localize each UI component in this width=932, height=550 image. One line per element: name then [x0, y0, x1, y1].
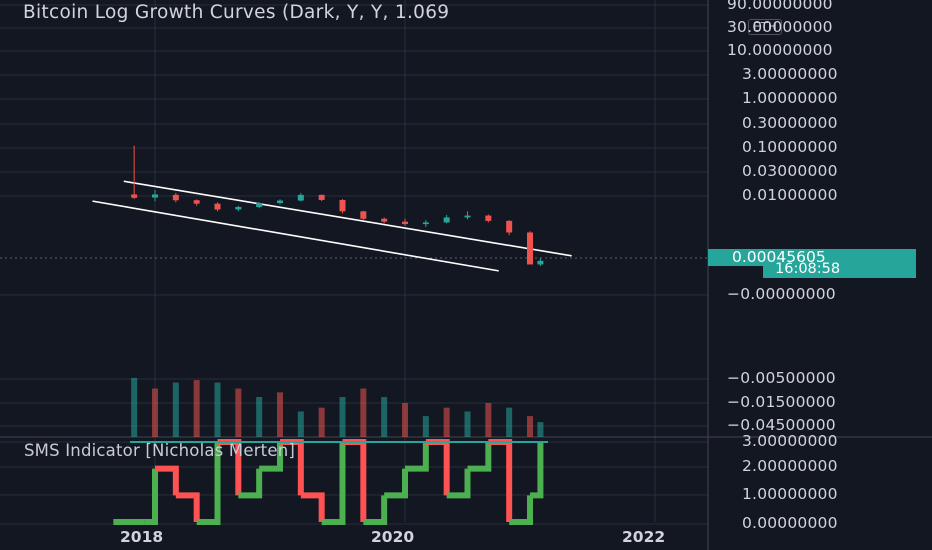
candle-body: [131, 194, 138, 198]
volume-bar: [131, 377, 138, 437]
candle-body: [193, 200, 200, 204]
volume-bar: [172, 382, 179, 437]
volume-bar: [339, 397, 346, 437]
candle-body: [422, 222, 429, 225]
volume-bar: [214, 382, 221, 437]
volume-bar: [402, 403, 408, 437]
volume-bar: [152, 388, 158, 437]
volume-bar: [256, 397, 263, 437]
volume-tick-value: 0.00500000: [740, 369, 836, 387]
sms-segment: [300, 492, 325, 522]
sms-tick-label: 2.00000000: [742, 457, 838, 475]
x-tick-label: 2018: [120, 528, 164, 546]
volume-bar: [235, 388, 242, 437]
sms-segment: [321, 442, 346, 525]
volume-bar: [193, 380, 200, 437]
y-tick-label: 30.00000000: [727, 18, 833, 36]
candle-body: [152, 194, 158, 198]
volume-tick-label: −0.04500000: [727, 416, 836, 434]
candle-body: [527, 232, 533, 265]
y-tick-label: 90.00000000: [727, 0, 833, 13]
volume-bar: [527, 416, 533, 437]
candle-body: [402, 221, 408, 225]
y-tick-label: 0.03000000: [742, 162, 838, 180]
y-tick-label: 0.01000000: [742, 186, 838, 204]
volume-bar: [422, 416, 429, 437]
sms-tick-label: 0.00000000: [742, 514, 838, 532]
sms-segment: [488, 439, 513, 522]
sms-segment: [467, 442, 492, 472]
volume-bar: [277, 392, 283, 437]
volume-tick-label: −0.01500000: [727, 393, 836, 411]
candle-body: [485, 215, 492, 221]
candle-body: [360, 211, 367, 219]
volume-bar: [485, 403, 492, 437]
y-tick-label: −0.00000000: [727, 285, 836, 303]
candle-body: [381, 218, 388, 222]
countdown-label: 16:08:58: [775, 261, 841, 277]
sms-segment: [425, 439, 450, 496]
sms-segment: [530, 442, 544, 499]
candle-body: [256, 203, 263, 207]
candle-body: [214, 203, 221, 210]
sms-segment: [175, 492, 200, 522]
volume-bar: [360, 388, 367, 437]
volume-bar: [443, 407, 450, 437]
candle-body: [318, 194, 325, 200]
candle-body: [339, 199, 346, 212]
volume-tick-value: 0.01500000: [740, 393, 836, 411]
sms-segment: [363, 495, 388, 525]
sms-segment: [155, 465, 179, 496]
sms-segment: [196, 442, 221, 525]
y-tick-label: 0.10000000: [742, 138, 838, 156]
candle-body: [464, 215, 471, 218]
x-tick-label: 2020: [371, 528, 415, 546]
volume-bar: [297, 411, 304, 437]
countdown-tag: [763, 262, 916, 278]
unit-label[interactable]: ETH: [748, 19, 782, 35]
volume-bar: [506, 407, 513, 437]
volume-tick-label: −0.00500000: [727, 369, 836, 387]
channel-lower-line: [92, 200, 499, 272]
sms-segment: [259, 442, 283, 472]
sms-segment: [144, 468, 158, 525]
y-tick-label: 0.30000000: [742, 114, 838, 132]
y-tick-label: 1.00000000: [742, 89, 838, 107]
candle-body: [506, 220, 513, 233]
candle-body: [235, 206, 242, 210]
y-tick-value: 0.00000000: [740, 285, 836, 303]
sms-segment: [509, 495, 533, 525]
sms-segment: [446, 468, 471, 499]
price-tag: [708, 249, 916, 266]
volume-bar: [464, 411, 471, 437]
y-tick-label: 10.00000000: [727, 41, 833, 59]
candle-body: [172, 194, 179, 201]
x-tick-label: 2022: [622, 528, 666, 546]
channel-upper-line: [123, 180, 572, 257]
sms-segment: [238, 468, 263, 499]
candle-body: [297, 194, 304, 201]
y-tick-label: 3.00000000: [742, 65, 838, 83]
sms-tick-label: 3.00000000: [742, 432, 838, 450]
indicator-title: SMS Indicator [Nicholas Merten]: [24, 441, 295, 460]
volume-bar: [381, 397, 388, 437]
volume-tick-value: 0.04500000: [740, 416, 836, 434]
volume-bar: [318, 407, 325, 437]
chart-title: Bitcoin Log Growth Curves (Dark, Y, Y, 1…: [23, 2, 450, 23]
volume-bar: [537, 422, 544, 437]
candle-body: [443, 217, 450, 223]
candle-body: [537, 260, 544, 265]
candle-body: [277, 200, 283, 204]
sms-tick-label: 1.00000000: [742, 485, 838, 503]
price-label: 0.00045605: [732, 248, 826, 266]
sms-segment: [384, 468, 408, 499]
sms-segment: [405, 442, 429, 472]
sms-segment: [342, 439, 367, 522]
